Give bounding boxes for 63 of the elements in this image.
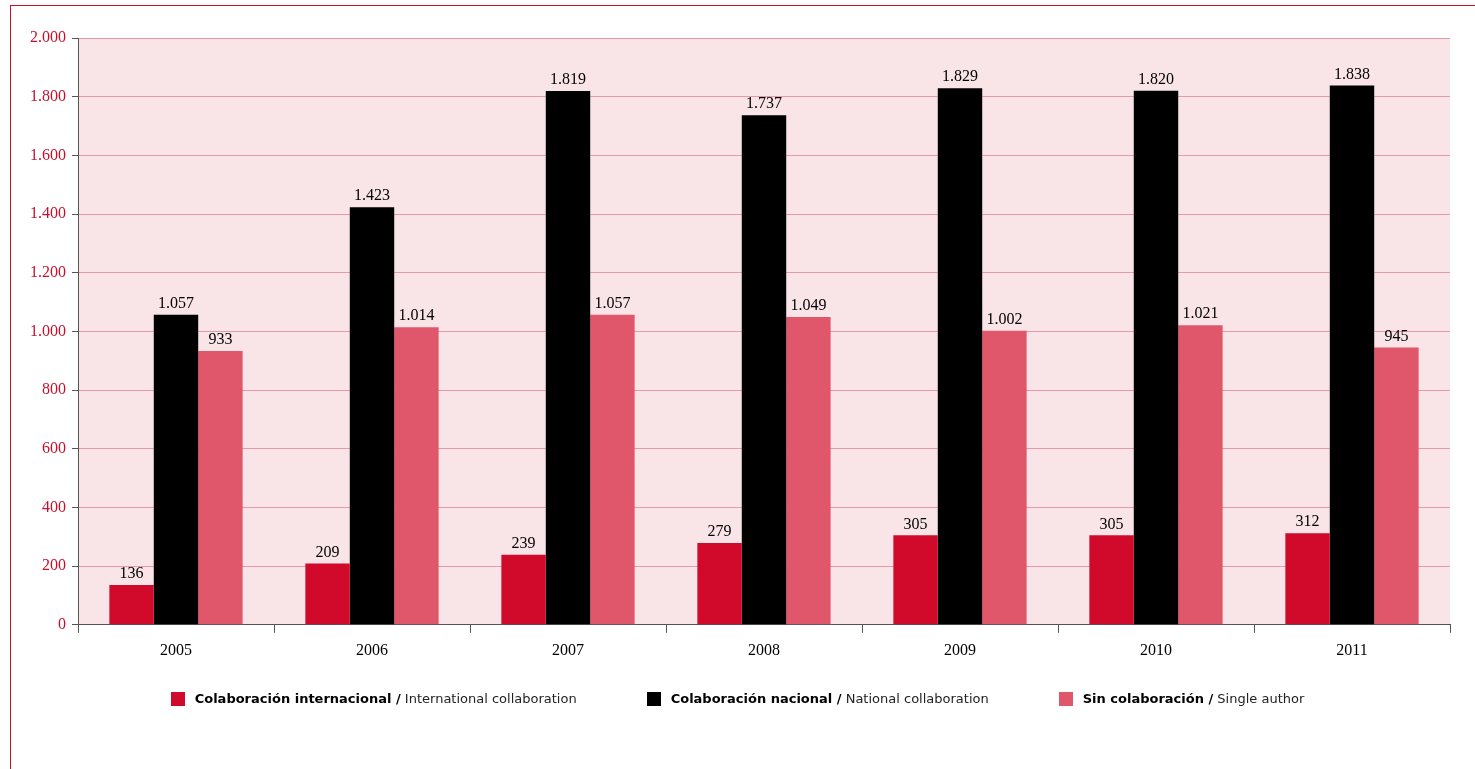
bar bbox=[109, 584, 154, 625]
data-label: 1.737 bbox=[746, 94, 782, 112]
bar bbox=[545, 91, 591, 625]
bar bbox=[590, 314, 635, 625]
y-tick-label: 1.600 bbox=[30, 145, 66, 163]
bar bbox=[982, 330, 1027, 625]
bar bbox=[1089, 535, 1134, 625]
y-tick-label: 1.400 bbox=[30, 204, 66, 222]
bar bbox=[1374, 347, 1419, 625]
x-tick-label: 2006 bbox=[356, 640, 388, 658]
data-label: 1.057 bbox=[158, 293, 194, 311]
data-label: 1.057 bbox=[594, 293, 631, 311]
data-label: 1.049 bbox=[790, 296, 827, 314]
data-label: 1.423 bbox=[354, 186, 390, 204]
bar bbox=[893, 535, 938, 625]
y-tick-label: 800 bbox=[42, 380, 66, 398]
bar bbox=[697, 542, 742, 625]
x-tick-label: 2011 bbox=[1336, 640, 1368, 658]
data-label: 1.021 bbox=[1182, 304, 1219, 322]
bar bbox=[786, 317, 831, 625]
data-label: 1.014 bbox=[398, 306, 435, 324]
data-label: 1.820 bbox=[1138, 70, 1174, 88]
data-label: 136 bbox=[119, 564, 144, 582]
legend-label: Colaboración nacional / National collaboration bbox=[670, 691, 989, 706]
x-tick-label: 2008 bbox=[748, 640, 780, 658]
legend-label: Sin colaboración / Single author bbox=[1082, 691, 1305, 706]
data-label: 933 bbox=[208, 330, 233, 348]
bar bbox=[305, 563, 350, 625]
bar bbox=[1329, 85, 1375, 625]
y-tick-label: 1.000 bbox=[30, 321, 66, 339]
bar bbox=[741, 115, 787, 625]
y-tick-label: 400 bbox=[42, 497, 66, 515]
bar bbox=[153, 314, 199, 625]
bar bbox=[198, 351, 243, 625]
x-tick-label: 2005 bbox=[160, 640, 192, 658]
y-tick-label: 200 bbox=[42, 556, 66, 574]
data-label: 1.838 bbox=[1334, 64, 1370, 82]
data-label: 1.819 bbox=[550, 70, 586, 88]
bar bbox=[394, 327, 439, 625]
y-tick-label: 1.200 bbox=[30, 262, 66, 280]
x-tick-label: 2007 bbox=[552, 640, 584, 658]
bar bbox=[1285, 533, 1330, 625]
y-tick-label: 0 bbox=[58, 615, 66, 632]
x-tick-label: 2009 bbox=[944, 640, 976, 658]
data-label: 305 bbox=[903, 514, 928, 532]
data-label: 279 bbox=[707, 522, 732, 540]
data-label: 1.829 bbox=[942, 67, 978, 85]
y-tick-label: 1.800 bbox=[30, 86, 66, 104]
bar bbox=[1178, 325, 1223, 625]
legend-label: Colaboración internacional / International collaboration bbox=[194, 691, 577, 706]
data-label: 209 bbox=[315, 542, 340, 560]
data-label: 945 bbox=[1384, 326, 1409, 344]
data-label: 239 bbox=[511, 533, 536, 551]
bar bbox=[1133, 90, 1179, 625]
data-label: 1.002 bbox=[986, 310, 1023, 328]
data-label: 312 bbox=[1295, 512, 1320, 530]
y-tick-label: 600 bbox=[42, 438, 66, 456]
bar bbox=[501, 554, 546, 625]
bar bbox=[937, 88, 983, 625]
data-label: 305 bbox=[1099, 514, 1124, 532]
bar bbox=[349, 207, 395, 625]
y-tick-label: 2.000 bbox=[30, 28, 66, 46]
x-tick-label: 2010 bbox=[1140, 640, 1172, 658]
